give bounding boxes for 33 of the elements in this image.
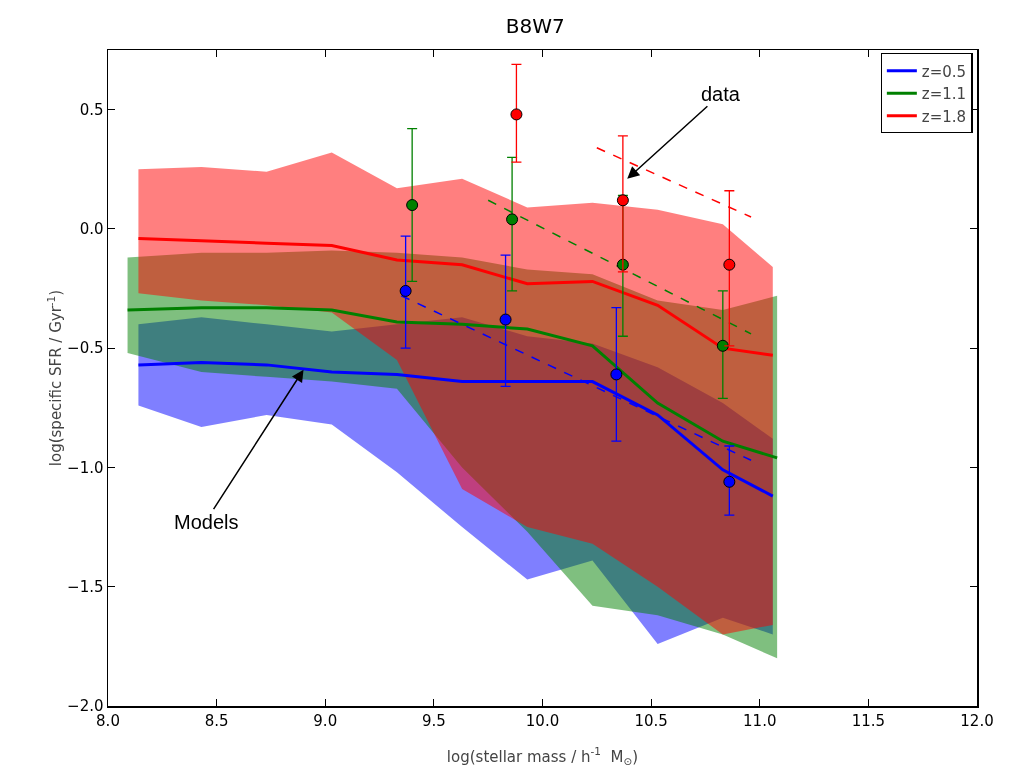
point (616, 194, 629, 207)
x-tick-label: 11.0 (743, 711, 777, 730)
x-tick-label: 8.5 (204, 711, 229, 730)
point (506, 213, 519, 226)
x-tick-label: 9.0 (313, 711, 338, 730)
chart-title: B8W7 (505, 14, 565, 39)
y-tick-label: −1.0 (67, 458, 104, 477)
legend-label: z=0.5 (921, 62, 967, 81)
point (499, 313, 512, 326)
line-series (126, 306, 779, 460)
point (610, 368, 623, 381)
x-tick-label: 12.0 (960, 711, 994, 730)
point (510, 108, 523, 121)
x-tick-label: 10.0 (525, 711, 560, 730)
point (723, 258, 736, 271)
y-tick-label: 0.5 (79, 100, 104, 119)
y-tick-label: −1.5 (67, 577, 104, 596)
y-tick-label: 0.0 (79, 220, 104, 239)
y-tick-label: −0.5 (67, 339, 104, 358)
annotation: data (701, 83, 741, 105)
x-tick-label: 9.5 (421, 711, 446, 730)
x-tick-label: 10.5 (634, 711, 668, 730)
x-tick-label: 11.5 (851, 711, 886, 730)
x-axis-title: log(stellar mass / h$^{-1}$ M$_{⊙}$) (446, 745, 639, 767)
point (716, 339, 729, 352)
point (406, 199, 419, 212)
point (723, 475, 736, 488)
annotation: Models (174, 511, 239, 533)
point (399, 284, 412, 297)
legend-label: z=1.8 (921, 107, 967, 126)
line-series (136, 236, 775, 357)
x-tick-label: 8.0 (96, 711, 120, 730)
legend-label: z=1.1 (921, 85, 967, 104)
